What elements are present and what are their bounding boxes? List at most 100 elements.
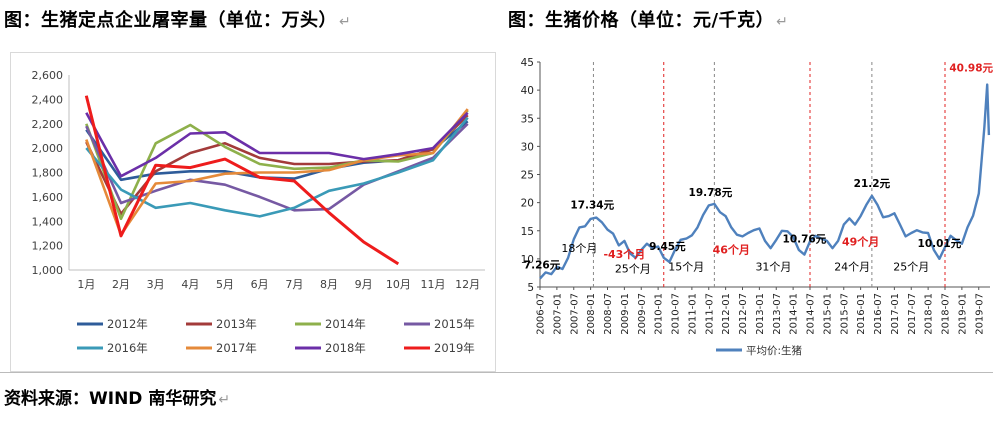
x-tick-label: 2017-07 (907, 293, 918, 335)
legend-label: 2017年 (216, 341, 257, 355)
series-line-2019年 (84, 95, 400, 266)
y-tick-label: 2,400 (32, 93, 64, 106)
cycle-label: 24个月 (834, 261, 870, 274)
x-tick-label: 2007-07 (569, 293, 580, 335)
x-tick-label: 2013-07 (772, 293, 783, 335)
legend-label: 2014年 (325, 317, 366, 331)
series-line-2016年 (85, 116, 469, 218)
x-tick-label: 2018-01 (924, 293, 935, 335)
source-note: 资料来源：WIND 南华研究 ↵ (4, 384, 230, 409)
x-tick-label: 5月 (216, 278, 234, 291)
x-tick-label: 12月 (455, 278, 480, 291)
x-tick-label: 2018-07 (941, 293, 952, 335)
y-tick-label: 30 (521, 141, 534, 153)
x-tick-label: 6月 (251, 278, 269, 291)
legend-label: 平均价:生猪 (746, 344, 803, 357)
legend-label: 2015年 (434, 317, 475, 331)
peak-label: 9.45元 (649, 241, 686, 253)
y-tick-label: 1,000 (32, 264, 64, 277)
left-chart-title: 图：生猪定点企业屠宰量（单位：万头） ↵ (4, 6, 351, 32)
source-text: 资料来源：WIND 南华研究 (4, 389, 217, 409)
peak-label: 21.2元 (854, 178, 891, 190)
peak-label: 19.78元 (689, 187, 733, 199)
x-tick-label: 2007-01 (552, 293, 563, 335)
legend-label: 2019年 (434, 341, 475, 355)
return-mark-icon: ↵ (339, 14, 352, 30)
section-divider (0, 372, 993, 373)
legend-label: 2016年 (107, 341, 148, 355)
y-tick-label: 10 (521, 254, 534, 266)
y-tick-label: 2,000 (32, 142, 64, 155)
y-tick-label: 20 (521, 198, 534, 210)
cycle-label: -43个月 (603, 247, 645, 261)
x-tick-label: 2012-01 (721, 293, 732, 335)
right-chart-title: 图：生猪价格（单位：元/千克） ↵ (508, 6, 788, 32)
right-chart-title-text: 图：生猪价格（单位：元/千克） (508, 10, 775, 31)
y-tick-label: 35 (521, 113, 534, 125)
cycle-label: 15个月 (668, 261, 704, 274)
x-tick-label: 2011-01 (687, 293, 698, 335)
price-line (539, 83, 991, 280)
x-tick-label: 2010-07 (671, 293, 682, 335)
x-tick-label: 2012-07 (738, 293, 749, 335)
y-tick-label: 1,800 (32, 167, 64, 180)
y-tick-label: 45 (521, 57, 534, 69)
x-tick-label: 2019-01 (957, 293, 968, 335)
x-tick-label: 2015-07 (839, 293, 850, 335)
peak-label: 17.34元 (570, 200, 614, 212)
x-tick-label: 2008-07 (603, 293, 614, 335)
series-line-2017年 (85, 108, 469, 236)
cycle-label: 46个月 (713, 242, 750, 256)
x-tick-label: 2月 (112, 278, 130, 291)
y-tick-label: 40 (521, 85, 534, 97)
x-tick-label: 2015-01 (822, 293, 833, 335)
cycle-label: 25个月 (893, 261, 929, 274)
y-tick-label: 1,400 (32, 215, 64, 228)
return-mark-icon: ↵ (776, 14, 789, 30)
x-tick-label: 7月 (285, 278, 303, 291)
cycle-label: 25个月 (615, 262, 651, 275)
x-tick-label: 2016-07 (873, 293, 884, 335)
y-tick-label: 5 (527, 282, 534, 294)
legend-label: 2012年 (107, 317, 148, 331)
x-tick-label: 4月 (181, 278, 199, 291)
peak-label: 10.01元 (918, 238, 962, 250)
x-tick-label: 2019-07 (974, 293, 985, 335)
x-tick-label: 2009-01 (620, 293, 631, 335)
peak-label: 10.76元 (783, 234, 827, 246)
x-tick-label: 2017-01 (890, 293, 901, 335)
x-tick-label: 2008-01 (586, 293, 597, 335)
left-chart-title-text: 图：生猪定点企业屠宰量（单位：万头） (4, 10, 337, 31)
peak-label: 40.98元 (949, 63, 993, 75)
x-tick-label: 2016-01 (856, 293, 867, 335)
x-tick-label: 2006-07 (536, 293, 547, 335)
price-chart-svg: 5 10 15 20 25 30 35 40 45 2006-07 2007-01 2007-07 20… (521, 57, 993, 357)
return-mark-icon: ↵ (218, 392, 231, 408)
x-tick-label: 2013-01 (755, 293, 766, 335)
cycle-label: 31个月 (755, 261, 791, 274)
x-tick-label: 10月 (386, 278, 411, 291)
x-tick-label: 11月 (421, 278, 446, 291)
slaughter-volume-chart: 1,000 1,200 1,400 1,600 1,800 2,000 2,200 2,400… (10, 52, 496, 372)
x-tick-label: 8月 (320, 278, 338, 291)
x-tick-label: 2011-07 (704, 293, 715, 335)
y-tick-label: 15 (521, 226, 534, 238)
legend-label: 2013年 (216, 317, 257, 331)
series-line-2014年 (85, 109, 469, 221)
y-tick-label: 2,600 (32, 69, 64, 82)
y-tick-label: 1,200 (32, 240, 64, 253)
cycle-label: 49个月 (842, 234, 879, 248)
cycle-label: 18个月 (561, 242, 597, 255)
hog-price-chart: 5 10 15 20 25 30 35 40 45 2006-07 2007-01 2007-07 20… (508, 52, 993, 370)
y-tick-label: 25 (521, 170, 534, 182)
x-tick-label: 2010-01 (654, 293, 665, 335)
slaughter-chart-svg: 1,000 1,200 1,400 1,600 1,800 2,000 2,200 2,400… (32, 69, 485, 355)
y-tick-label: 2,200 (32, 118, 64, 131)
series-line-2018年 (85, 111, 469, 178)
x-tick-label: 2014-01 (789, 293, 800, 335)
x-tick-label: 2009-07 (637, 293, 648, 335)
x-tick-label: 1月 (77, 278, 95, 291)
x-tick-label: 9月 (355, 278, 373, 291)
peak-label: 7.26元 (524, 260, 561, 272)
x-tick-label: 2014-07 (806, 293, 817, 335)
